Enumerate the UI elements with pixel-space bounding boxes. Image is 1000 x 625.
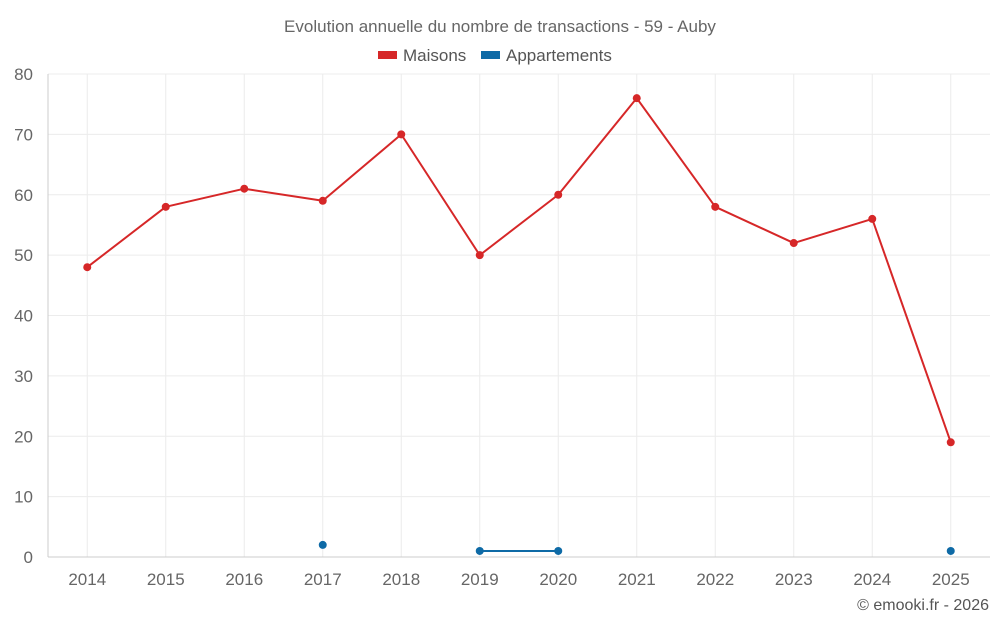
x-tick-label: 2023 xyxy=(775,570,813,589)
series-maisons xyxy=(83,94,955,447)
data-point[interactable] xyxy=(318,196,327,205)
legend-swatch-maisons xyxy=(378,51,397,59)
y-tick-label: 50 xyxy=(14,246,33,265)
data-point[interactable] xyxy=(946,438,955,447)
x-tick-label: 2019 xyxy=(461,570,499,589)
legend-swatch-appartements xyxy=(481,51,500,59)
x-tick-label: 2016 xyxy=(225,570,263,589)
data-point[interactable] xyxy=(475,546,484,555)
x-tick-label: 2022 xyxy=(696,570,734,589)
data-point[interactable] xyxy=(868,214,877,223)
data-point[interactable] xyxy=(318,540,327,549)
data-point[interactable] xyxy=(83,263,92,272)
legend-label-appartements[interactable]: Appartements xyxy=(506,46,612,65)
axes: 0 10 20 30 40 50 60 70 80 2014 2015 2016 2017 2018 201… xyxy=(14,65,990,589)
x-tick-label: 2015 xyxy=(147,570,185,589)
y-tick-label: 30 xyxy=(14,367,33,386)
grid xyxy=(48,73,990,557)
y-tick-label: 10 xyxy=(14,488,33,507)
chart-title: Evolution annuelle du nombre de transact… xyxy=(284,17,716,36)
series-line xyxy=(86,97,952,443)
series-appartements xyxy=(318,540,955,555)
data-point[interactable] xyxy=(632,94,641,103)
data-point[interactable] xyxy=(554,546,563,555)
x-tick-label: 2024 xyxy=(853,570,891,589)
x-tick-label: 2014 xyxy=(68,570,106,589)
data-point[interactable] xyxy=(711,202,720,211)
legend-label-maisons[interactable]: Maisons xyxy=(403,46,466,65)
data-point[interactable] xyxy=(475,251,484,260)
credit: © emooki.fr - 2026 xyxy=(857,597,989,614)
y-tick-label: 60 xyxy=(14,186,33,205)
y-tick-label: 20 xyxy=(14,427,33,446)
data-point[interactable] xyxy=(789,239,798,248)
x-tick-label: 2020 xyxy=(539,570,577,589)
legend[interactable]: Maisons Appartements xyxy=(378,46,612,65)
data-point[interactable] xyxy=(946,546,955,555)
y-tick-label: 80 xyxy=(14,65,33,84)
data-point[interactable] xyxy=(161,202,170,211)
y-tick-label: 70 xyxy=(14,125,33,144)
x-tick-label: 2021 xyxy=(618,570,656,589)
x-tick-label: 2025 xyxy=(932,570,970,589)
data-point[interactable] xyxy=(397,130,406,139)
x-tick-label: 2018 xyxy=(382,570,420,589)
y-tick-label: 40 xyxy=(14,307,33,326)
data-point[interactable] xyxy=(240,184,249,193)
data-point[interactable] xyxy=(554,190,563,199)
x-tick-label: 2017 xyxy=(304,570,342,589)
series xyxy=(83,94,955,555)
y-tick-label: 0 xyxy=(24,548,33,567)
